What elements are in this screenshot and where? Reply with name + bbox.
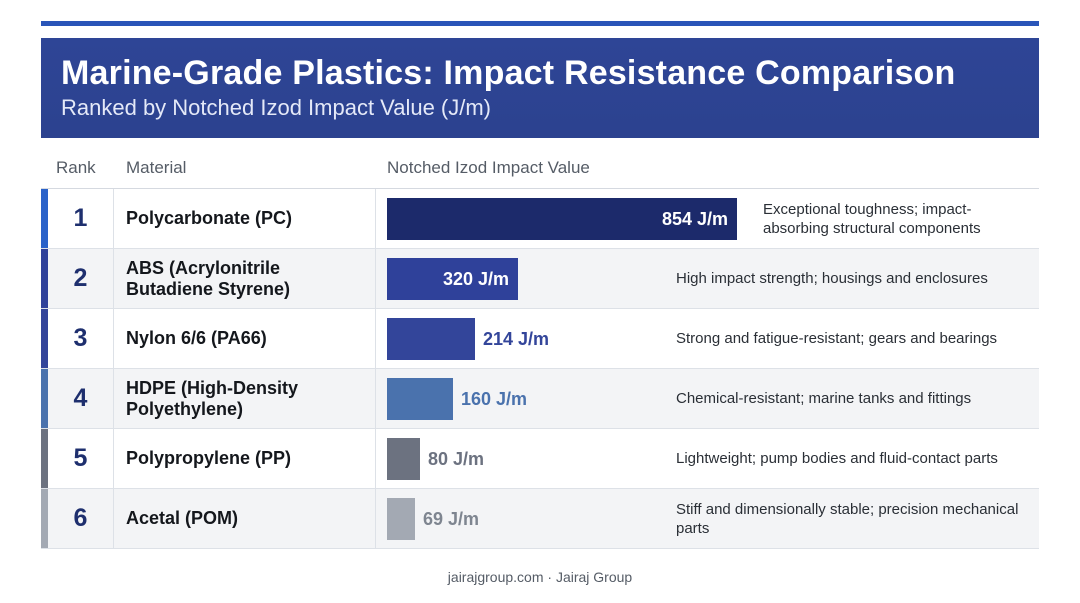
material-description: Lightweight; pump bodies and fluid-conta… (676, 450, 998, 467)
table-row: 6 Acetal (POM) 69 J/m Stiff and dimensional… (41, 489, 1039, 549)
ranking-table: 1 Polycarbonate (PC) 854 J/m Exceptional to… (41, 189, 1039, 549)
material-description: High impact strength; housings and enclo… (676, 270, 988, 287)
row-accent-stripe (41, 309, 48, 368)
bar-value-label: 854 J/m (661, 208, 728, 229)
column-divider (375, 249, 376, 308)
impact-bar (387, 378, 453, 420)
material-name: ABS (Acrylonitrile Butadiene Styrene) (126, 257, 291, 299)
bar-value-label: 80 J/m (428, 448, 485, 469)
column-divider (375, 429, 376, 488)
column-header-material: Material (126, 158, 187, 177)
rank-number: 4 (48, 369, 114, 428)
row-accent-stripe (41, 249, 48, 308)
row-accent-stripe (41, 429, 48, 488)
impact-bar: 854 J/m (387, 198, 737, 240)
bar-value-label: 320 J/m (442, 268, 509, 289)
material-description: Chemical-resistant; marine tanks and fit… (676, 390, 972, 407)
material-description: Stiff and dimensionally stable; precisio… (676, 500, 1019, 537)
impact-bar (387, 438, 420, 480)
impact-bar: 320 J/m (387, 258, 518, 300)
material-description: Strong and fatigue-resistant; gears and … (676, 330, 998, 347)
chart-title: Marine-Grade Plastics: Impact Resistance… (61, 54, 956, 92)
row-accent-stripe (41, 189, 48, 248)
material-name: HDPE (High-Density Polyethylene) (126, 377, 299, 419)
bar-value-label: 160 J/m (461, 388, 528, 409)
row-accent-stripe (41, 489, 48, 548)
bar-value-label: 214 J/m (483, 328, 550, 349)
material-name: Polypropylene (PP) (126, 448, 292, 468)
top-accent-rule (41, 21, 1039, 26)
table-row: 1 Polycarbonate (PC) 854 J/m Exceptional to… (41, 189, 1039, 249)
chart-subtitle: Ranked by Notched Izod Impact Value (J/m… (61, 95, 492, 120)
table-row: 3 Nylon 6/6 (PA66) 214 J/m Strong and fatig… (41, 309, 1039, 369)
title-banner: Marine-Grade Plastics: Impact Resistance… (41, 38, 1039, 138)
table-row: 4 HDPE (High-Density Polyethylene) 160 J/m… (41, 369, 1039, 429)
column-header-value: Notched Izod Impact Value (387, 158, 590, 177)
rank-number: 6 (48, 489, 114, 548)
impact-bar (387, 318, 475, 360)
rank-number: 3 (48, 309, 114, 368)
row-accent-stripe (41, 369, 48, 428)
material-name: Acetal (POM) (126, 508, 239, 528)
column-divider (375, 309, 376, 368)
rank-number: 5 (48, 429, 114, 488)
table-row: 2 ABS (Acrylonitrile Butadiene Styrene) 32… (41, 249, 1039, 309)
column-divider (375, 369, 376, 428)
column-divider (375, 189, 376, 248)
rank-number: 1 (48, 189, 114, 248)
impact-bar (387, 498, 415, 540)
material-description: Exceptional toughness; impact-absorbing … (763, 200, 981, 237)
header-divider (41, 188, 1039, 189)
column-divider (375, 489, 376, 548)
rank-number: 2 (48, 249, 114, 308)
material-name: Polycarbonate (PC) (126, 208, 293, 228)
column-header-rank: Rank (56, 158, 96, 177)
table-row: 5 Polypropylene (PP) 80 J/m Lightweight; pu… (41, 429, 1039, 489)
material-name: Nylon 6/6 (PA66) (126, 328, 267, 348)
footer-credit: jairajgroup.com · Jairaj Group (447, 569, 633, 585)
bar-value-label: 69 J/m (423, 508, 480, 529)
